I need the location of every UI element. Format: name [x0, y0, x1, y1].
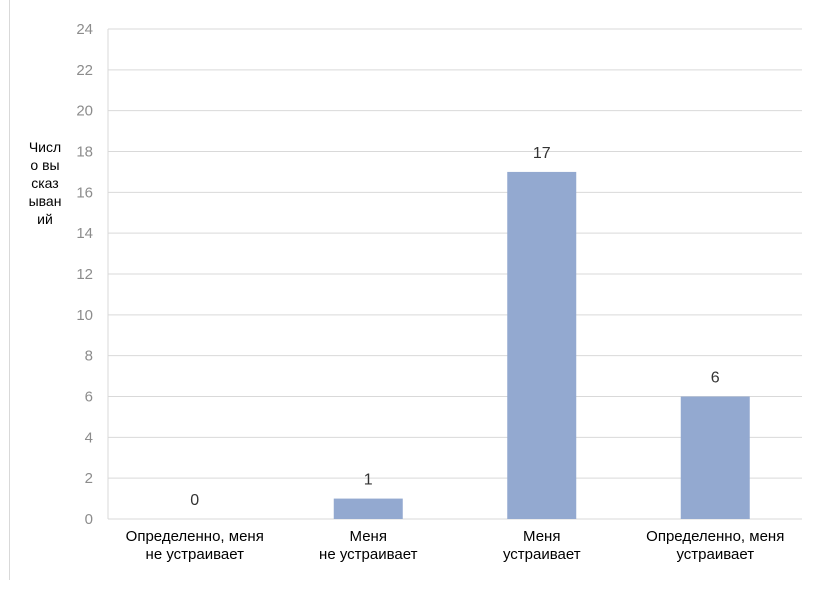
- y-tick-label: 8: [85, 348, 93, 365]
- y-tick-label: 12: [76, 266, 93, 283]
- x-tick-label: Определенно, меня не устраивает: [126, 528, 264, 563]
- y-tick-label: 6: [85, 389, 93, 406]
- y-tick-label: 14: [76, 225, 93, 242]
- y-tick-label: 16: [76, 184, 93, 201]
- y-axis-label: Число высказываний: [28, 139, 62, 227]
- y-tick-label: 0: [85, 511, 93, 528]
- x-tick-label: Определенно, меня устраивает: [646, 528, 784, 563]
- y-tick-label: 2: [85, 470, 93, 487]
- x-tick-label: Меня не устраивает: [319, 528, 418, 563]
- y-tick-label: 24: [76, 21, 93, 38]
- y-tick-label: 4: [85, 429, 93, 446]
- y-tick-label: 20: [76, 103, 93, 120]
- bar: [333, 498, 403, 519]
- bar: [680, 396, 750, 519]
- y-tick-label: 10: [76, 307, 93, 324]
- x-tick-label: Меня устраивает: [503, 528, 581, 563]
- y-tick-label: 22: [76, 62, 93, 79]
- data-label: 0: [190, 492, 199, 509]
- bar: [507, 171, 577, 519]
- data-label: 17: [533, 145, 551, 162]
- y-tick-label: 18: [76, 144, 93, 161]
- data-label: 1: [364, 472, 373, 489]
- frame-border: [9, 0, 10, 580]
- data-label: 6: [711, 370, 720, 387]
